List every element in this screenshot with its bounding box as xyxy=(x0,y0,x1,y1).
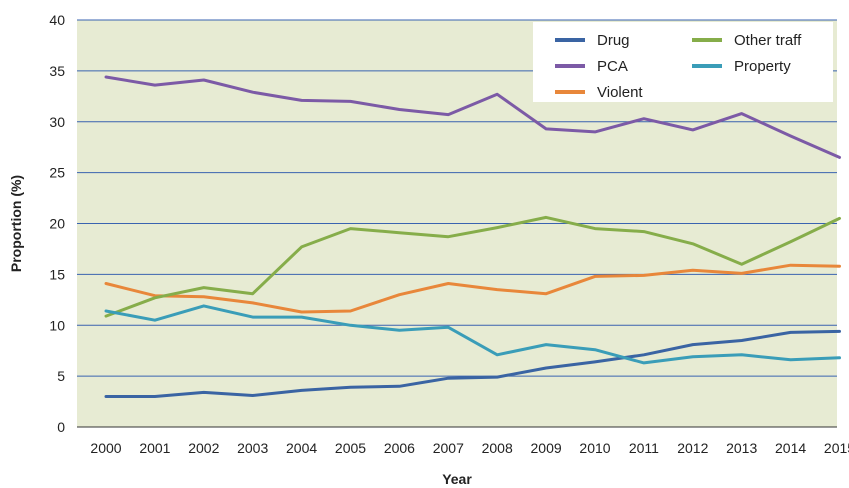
x-tick-label: 2008 xyxy=(482,440,513,456)
x-tick-label: 2004 xyxy=(286,440,317,456)
y-axis-title: Proportion (%) xyxy=(8,175,24,272)
legend-label-drug: Drug xyxy=(597,32,630,49)
y-tick-label: 15 xyxy=(49,266,65,282)
x-tick-label: 2007 xyxy=(433,440,464,456)
y-tick-label: 25 xyxy=(49,165,65,181)
legend-box xyxy=(533,22,833,102)
x-tick-label: 2012 xyxy=(677,440,708,456)
legend-label-violent: Violent xyxy=(597,84,643,101)
y-tick-label: 10 xyxy=(49,317,65,333)
legend: Drug PCA Violent Other traff Property xyxy=(533,22,833,102)
series-lines xyxy=(104,75,841,398)
x-tick-label: 2001 xyxy=(139,440,170,456)
y-tick-label: 30 xyxy=(49,114,65,130)
series-line-pca xyxy=(104,75,841,159)
x-tick-label: 2015 xyxy=(824,440,849,456)
y-axis-ticks: 0 5 10 15 20 25 30 35 40 xyxy=(49,12,65,435)
series-line-violent xyxy=(104,263,841,314)
x-tick-label: 2011 xyxy=(629,440,659,456)
x-axis-title: Year xyxy=(442,471,472,487)
y-tick-label: 35 xyxy=(49,63,65,79)
legend-label-other-traff: Other traff xyxy=(734,32,802,49)
x-tick-label: 2000 xyxy=(90,440,121,456)
y-tick-label: 40 xyxy=(49,12,65,28)
x-tick-label: 2013 xyxy=(726,440,757,456)
y-tick-label: 5 xyxy=(57,368,65,384)
x-tick-label: 2009 xyxy=(531,440,562,456)
series-line-property xyxy=(104,304,841,365)
x-tick-label: 2002 xyxy=(188,440,219,456)
series-line-other-traff xyxy=(104,215,841,318)
x-tick-label: 2010 xyxy=(579,440,610,456)
x-tick-label: 2006 xyxy=(384,440,415,456)
y-tick-label: 20 xyxy=(49,216,65,232)
legend-label-pca: PCA xyxy=(597,58,628,75)
x-tick-label: 2014 xyxy=(775,440,806,456)
series-line-drug xyxy=(104,329,841,398)
y-tick-label: 0 xyxy=(57,419,65,435)
x-tick-label: 2005 xyxy=(335,440,366,456)
x-axis-ticks: 2000 2001 2002 2003 2004 2005 2006 2007 2008 2009… xyxy=(90,440,849,456)
legend-label-property: Property xyxy=(734,58,791,75)
x-tick-label: 2003 xyxy=(237,440,268,456)
